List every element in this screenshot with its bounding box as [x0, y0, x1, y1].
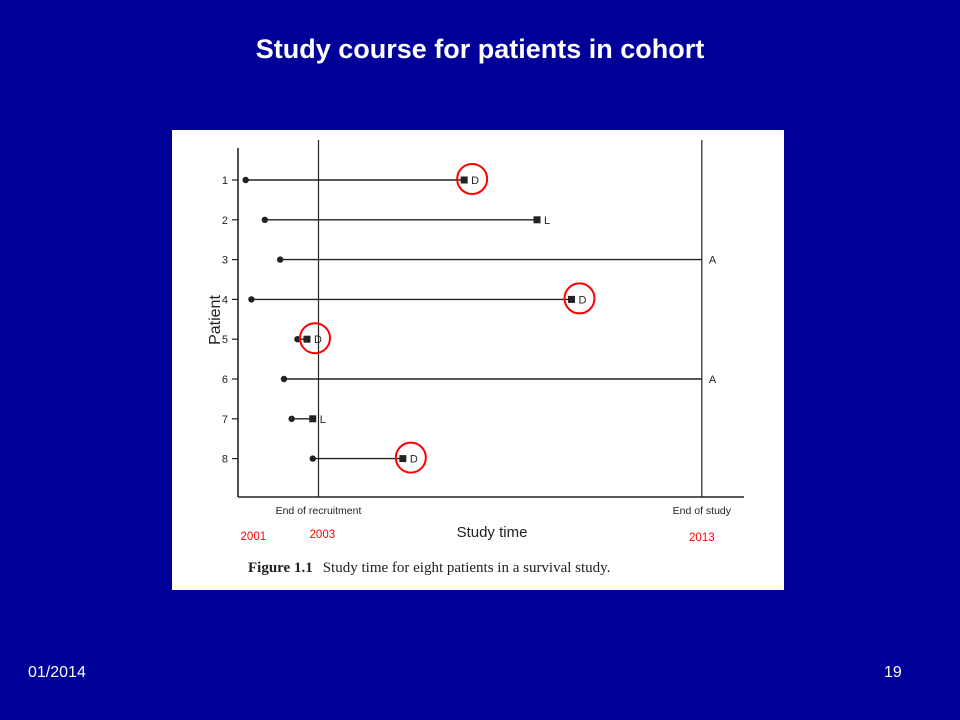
figure-caption-text: Study time for eight patients in a survi… — [323, 560, 611, 576]
survival-timeline-chart: End of recruitment End of study 1 D2 L3 A4 D5… — [207, 140, 744, 576]
y-axis-label: Patient — [207, 295, 224, 345]
y-tick-label: 1 — [222, 175, 228, 187]
exit-marker — [460, 176, 468, 184]
y-tick-label: 4 — [222, 294, 228, 306]
y-tick-label: 2 — [222, 215, 228, 227]
outcome-label: A — [709, 255, 717, 267]
y-tick-label: 6 — [222, 374, 228, 386]
death-highlight-circle — [299, 322, 331, 355]
footer-date: 01/2014 — [28, 664, 86, 681]
outcome-label: D — [579, 294, 587, 306]
entry-point — [242, 176, 249, 184]
figure-caption: Figure 1.1 Study time for eight patients … — [248, 560, 610, 576]
outcome-label: D — [314, 334, 322, 346]
exit-marker — [568, 295, 575, 303]
outcome-label: L — [544, 215, 550, 227]
exit-marker — [309, 415, 317, 423]
x-axis-label: Study time — [457, 524, 528, 541]
reference-line-label: End of recruitment — [276, 505, 362, 517]
exit-marker — [533, 216, 541, 224]
outcome-label: D — [471, 175, 479, 187]
slide-title: Study course for patients in cohort — [255, 34, 705, 64]
exit-marker — [303, 335, 311, 343]
y-tick-label: 7 — [222, 414, 228, 426]
outcome-label: D — [410, 454, 418, 466]
y-tick-label: 5 — [222, 334, 228, 346]
year-annotation: 2013 — [689, 532, 715, 544]
patient-rows: 1 D2 L3 A4 D5 D6 A7 L8 D — [222, 163, 717, 474]
entry-point — [276, 256, 284, 263]
entry-point — [309, 455, 316, 462]
y-tick-label: 3 — [222, 255, 228, 267]
y-tick-label: 8 — [222, 454, 228, 466]
year-annotation: 2003 — [310, 529, 336, 541]
chart-axes — [237, 148, 744, 498]
entry-point — [288, 415, 295, 422]
figure-caption-prefix: Figure 1.1 — [248, 560, 313, 576]
reference-line-label: End of study — [673, 505, 732, 517]
entry-point — [248, 296, 255, 303]
page-number: 19 — [884, 664, 902, 681]
outcome-label: A — [709, 374, 717, 386]
entry-point — [280, 375, 288, 383]
death-highlight-circle — [394, 441, 427, 474]
outcome-label: L — [320, 414, 326, 426]
reference-lines: End of recruitment End of study — [276, 140, 732, 517]
year-annotations: 2001 2003 2013 — [241, 529, 715, 544]
entry-point — [261, 216, 269, 223]
exit-marker — [399, 455, 407, 463]
death-highlight-circle — [563, 282, 596, 315]
year-annotation: 2001 — [241, 531, 267, 543]
death-highlight-circle — [456, 163, 489, 195]
